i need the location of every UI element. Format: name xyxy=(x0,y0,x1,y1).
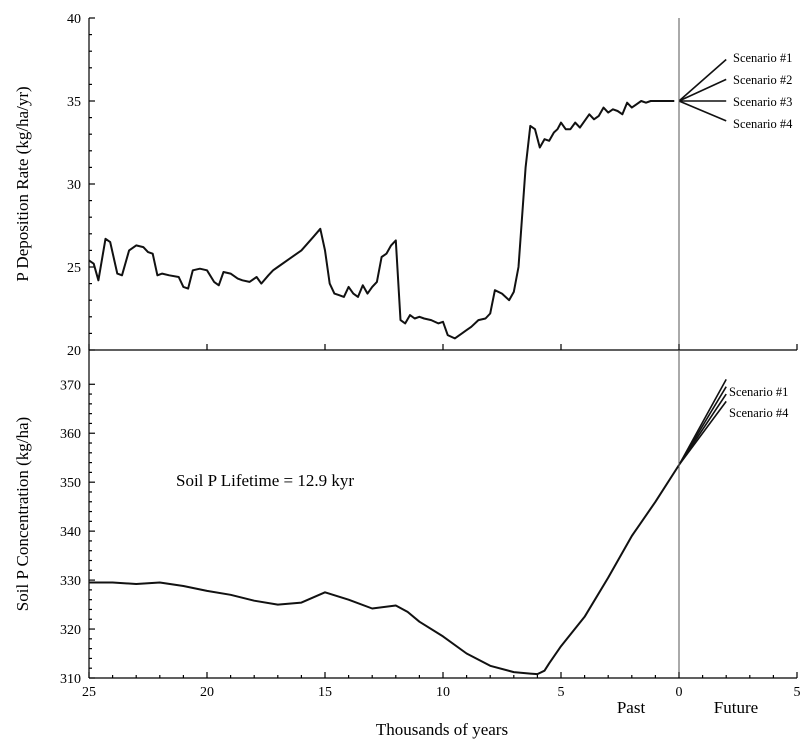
x-axis-title: Thousands of years xyxy=(376,720,508,739)
shared-x-axis: 25 20 15 10 5 0 5 xyxy=(82,18,801,700)
x-tick-label: 5 xyxy=(558,685,565,700)
soil-lifetime-annotation: Soil P Lifetime = 12.9 kyr xyxy=(176,471,354,490)
scenario-label: Scenario #1 xyxy=(729,385,788,399)
y-tick-label: 360 xyxy=(60,427,81,442)
x-tick-label: 5 xyxy=(794,685,801,700)
future-region-label: Future xyxy=(714,698,758,717)
y-tick-label: 330 xyxy=(60,574,81,589)
x-tick-label: 0 xyxy=(676,685,683,700)
scenario-label: Scenario #4 xyxy=(729,406,789,420)
y-tick-label: 350 xyxy=(60,476,81,491)
scenario-line xyxy=(678,100,727,122)
x-tick-label: 15 xyxy=(318,685,332,700)
y-axis-title: P Deposition Rate (kg/ha/yr) xyxy=(13,86,32,281)
scenario-label: Scenario #2 xyxy=(733,73,792,87)
y-tick-label: 25 xyxy=(67,261,81,276)
y-axis-title: Soil P Concentration (kg/ha) xyxy=(13,417,32,611)
data-series-line xyxy=(88,100,675,340)
y-tick-label: 30 xyxy=(67,178,81,193)
x-tick-label: 20 xyxy=(200,685,214,700)
scenario-label: Scenario #1 xyxy=(733,51,792,65)
past-region-label: Past xyxy=(617,698,646,717)
scenario-line xyxy=(678,78,727,102)
deposition-panel: 20 25 30 35 40 P Deposition Rate (kg/ha/yr) Sc… xyxy=(13,12,793,359)
x-tick-label: 10 xyxy=(436,685,450,700)
y-tick-label: 20 xyxy=(67,344,81,359)
y-tick-label: 340 xyxy=(60,525,81,540)
y-tick-label: 310 xyxy=(60,672,81,687)
soil-concentration-panel: 310 320 330 340 350 360 370 Soil P Concentratio… xyxy=(13,350,789,687)
y-tick-label: 320 xyxy=(60,623,81,638)
y-tick-label: 35 xyxy=(67,95,81,110)
scenario-label: Scenario #3 xyxy=(733,95,792,109)
y-tick-label: 370 xyxy=(60,378,81,393)
scenario-label: Scenario #4 xyxy=(733,117,793,131)
x-tick-label: 25 xyxy=(82,685,96,700)
scenario-line xyxy=(678,400,727,466)
scenario-line xyxy=(678,58,727,102)
y-tick-label: 40 xyxy=(67,12,81,27)
data-series-line xyxy=(89,464,680,676)
